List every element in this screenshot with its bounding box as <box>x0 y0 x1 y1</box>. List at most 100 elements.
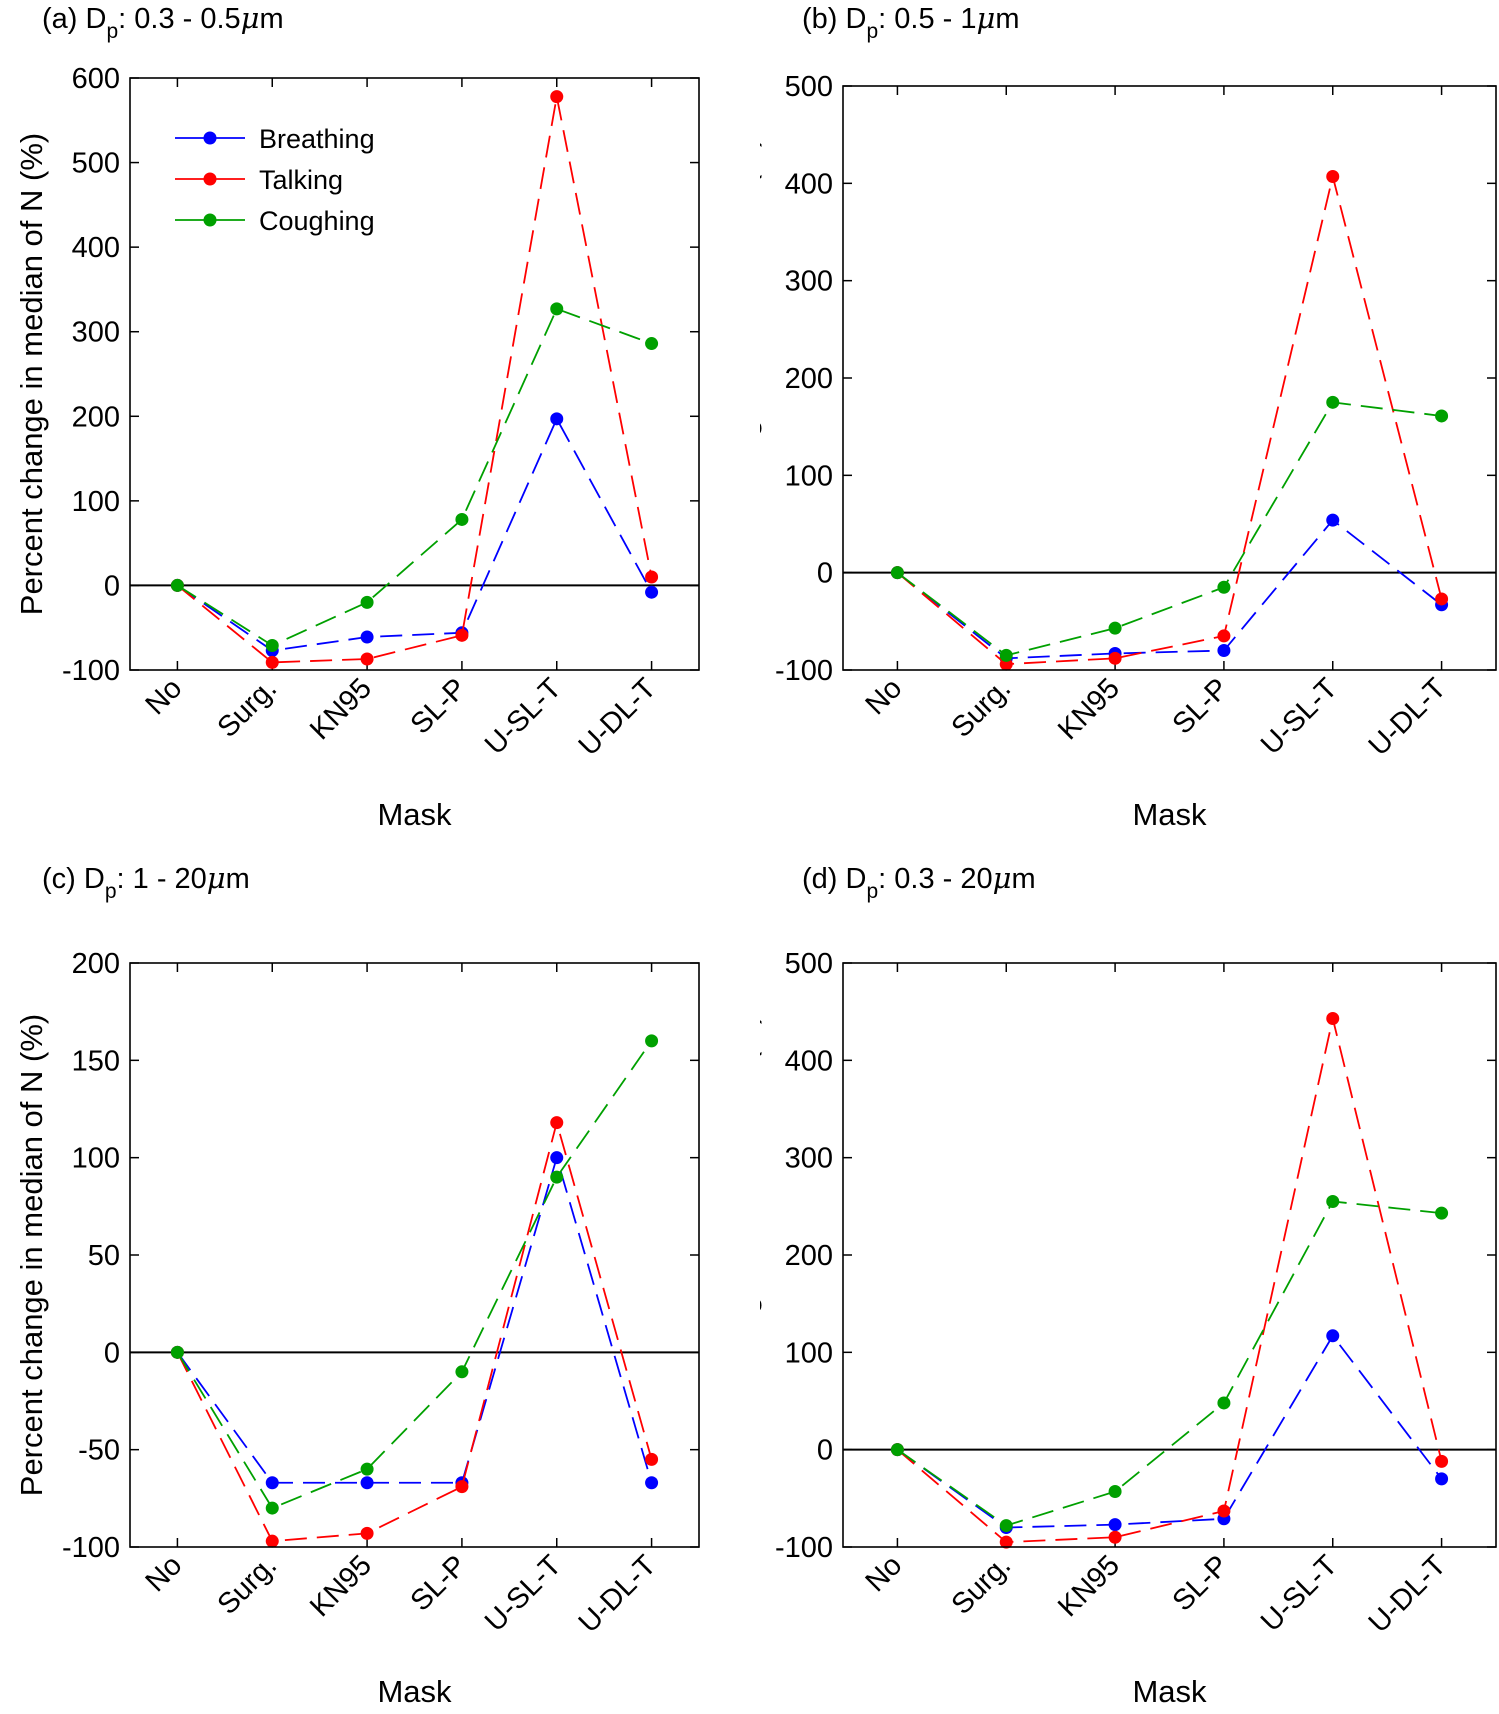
panel-c-coughing-point <box>360 1462 374 1476</box>
panel-c-coughing-point <box>550 1170 564 1184</box>
panel-c-xtick-label: U-DL-T <box>573 1549 663 1639</box>
panel-a-ytick-label: 300 <box>72 317 120 349</box>
panel-c-xtick-label: No <box>140 1549 189 1598</box>
panel-b-coughing-point <box>1217 580 1231 594</box>
panel-a-breathing-line <box>176 416 653 652</box>
legend-talking-label: Talking <box>259 165 343 195</box>
panel-b-coughing-point <box>1326 395 1340 409</box>
panel-b-xlabel: Mask <box>1132 797 1207 832</box>
panel-c-xtick-label: Surg. <box>212 1549 284 1621</box>
panel-a-coughing-line <box>176 307 652 647</box>
panel-d-ytick-label: 500 <box>785 948 833 980</box>
legend-coughing-label: Coughing <box>259 206 375 236</box>
panel-d-coughing-point <box>1108 1485 1122 1499</box>
panel-c-ytick-label: 0 <box>104 1337 120 1369</box>
panel-c-coughing-line <box>176 1040 653 1510</box>
panel-b-coughing-point <box>1435 409 1449 423</box>
panel-b-coughing-line <box>896 401 1442 657</box>
panel-b-ytick-label: 400 <box>785 168 833 200</box>
panel-b-xtick-label: Surg. <box>946 672 1018 744</box>
panel-b-breathing-point <box>1217 644 1231 658</box>
panel-d-xtick-label: SL-P <box>1167 1549 1235 1617</box>
panel-b-coughing-point <box>890 566 904 580</box>
panel-b-xtick-label: KN95 <box>1052 672 1126 746</box>
panel-c-breathing-line <box>176 1154 653 1484</box>
panel-c-talking-point <box>265 1534 279 1548</box>
panel-c-ylabel: Percent change in median of N (%) <box>14 1014 49 1496</box>
panel-d-chart: (d) Dp: 0.3 - 20μm -100 0 100 200 300 400 500 No… <box>760 861 1497 1709</box>
panel-d-xlabel: Mask <box>1132 1674 1207 1709</box>
panel-d-coughing-point <box>1435 1206 1449 1220</box>
panel-d-breathing-line <box>896 1334 1443 1529</box>
panel-b-talking-point <box>1326 170 1340 184</box>
panel-d-coughing-point <box>1217 1396 1231 1410</box>
panel-c-talking-point <box>360 1526 374 1540</box>
panel-a-xtick-label: SL-P <box>405 672 473 740</box>
panel-c-ytick-label: -50 <box>78 1435 120 1467</box>
panel-c-coughing-point <box>170 1345 184 1359</box>
panel-d-ytick-label: -100 <box>775 1532 833 1564</box>
panel-b-talking-point <box>1435 592 1449 606</box>
panel-b-breathing-line <box>896 518 1443 660</box>
panel-d-coughing-point <box>999 1519 1013 1533</box>
panel-d-talking-line <box>896 1018 1443 1544</box>
panel-a-breathing-point <box>645 585 659 599</box>
panel-d-talking-point <box>1326 1011 1340 1025</box>
panel-d-ylabel: Percent change in median of N (%) <box>760 1014 762 1496</box>
panel-b-chart: (b) Dp: 0.5 - 1μm -100 0 100 200 300 400 500 No S… <box>760 1 1497 832</box>
panel-d-coughing-line <box>896 1200 1442 1527</box>
panel-a-coughing-point <box>550 302 564 316</box>
panel-b-ytick-label: -100 <box>775 655 833 687</box>
panel-d-xtick-label: KN95 <box>1052 1549 1126 1623</box>
panel-d-talking-point <box>1435 1454 1449 1468</box>
panel-b-talking-point <box>1217 629 1231 643</box>
panel-b-xtick-label: SL-P <box>1167 672 1235 740</box>
panel-a-ytick-label: 200 <box>72 401 120 433</box>
panel-a-xtick-label: No <box>140 672 189 721</box>
panel-c-talking-point <box>550 1116 564 1130</box>
panel-a-ytick-label: 100 <box>72 486 120 518</box>
panel-b-xtick-label: U-DL-T <box>1363 672 1453 762</box>
panel-d-breathing-point <box>1108 1518 1122 1532</box>
panel-c-coughing-point <box>455 1365 469 1379</box>
panel-d-xtick-label: Surg. <box>946 1549 1018 1621</box>
panel-b-ytick-label: 0 <box>817 558 833 590</box>
panel-c-xtick-label: U-SL-T <box>479 1549 568 1638</box>
panel-a-plot-frame <box>129 77 700 671</box>
panel-b-plot-frame <box>842 85 1497 671</box>
panel-d-xtick-label: U-SL-T <box>1255 1549 1344 1638</box>
panel-a-ytick-label: 0 <box>104 570 120 602</box>
panel-a-ytick-label: 400 <box>72 232 120 264</box>
panel-c-breathing-point <box>265 1476 279 1490</box>
panel-d-ytick-label: 400 <box>785 1045 833 1077</box>
panel-d-breathing-point <box>1326 1329 1340 1343</box>
panel-d-plot-frame <box>842 962 1497 1548</box>
panel-d-breathing-point <box>1435 1472 1449 1486</box>
panel-c-ytick-label: 50 <box>88 1240 120 1272</box>
panel-d-xtick-label: No <box>860 1549 909 1598</box>
panel-a-talking-point <box>550 90 564 104</box>
panel-b-coughing-point <box>1108 621 1122 635</box>
panel-c-breathing-point <box>360 1476 374 1490</box>
panel-a-breathing-point <box>360 630 374 644</box>
panel-d-ytick-label: 300 <box>785 1143 833 1175</box>
panel-a-ylabel: Percent change in median of N (%) <box>14 133 49 615</box>
panel-c-chart: (c) Dp: 1 - 20μm -100 -50 0 50 100 150 200 No Sur… <box>14 861 700 1709</box>
panel-a-talking-point <box>455 628 469 642</box>
panel-b-xtick-label: No <box>860 672 909 721</box>
panel-b-ytick-label: 300 <box>785 266 833 298</box>
panel-c-title: (c) Dp: 1 - 20μm <box>42 861 250 903</box>
panel-c-ytick-label: 200 <box>72 948 120 980</box>
panel-d-coughing-point <box>890 1443 904 1457</box>
panel-d-xtick-label: U-DL-T <box>1363 1549 1453 1639</box>
panel-c-breathing-point <box>645 1476 659 1490</box>
panel-a-coughing-point <box>265 638 279 652</box>
panel-c-plot-frame <box>129 962 700 1548</box>
panel-c-ytick-label: 150 <box>72 1045 120 1077</box>
panel-a-coughing-point <box>645 337 659 351</box>
panel-b-talking-line <box>896 176 1443 666</box>
panel-a-xtick-label: KN95 <box>304 672 378 746</box>
panel-c-ytick-label: -100 <box>62 1532 120 1564</box>
panel-b-breathing-point <box>1326 513 1340 527</box>
legend-breathing-label: Breathing <box>259 124 375 154</box>
